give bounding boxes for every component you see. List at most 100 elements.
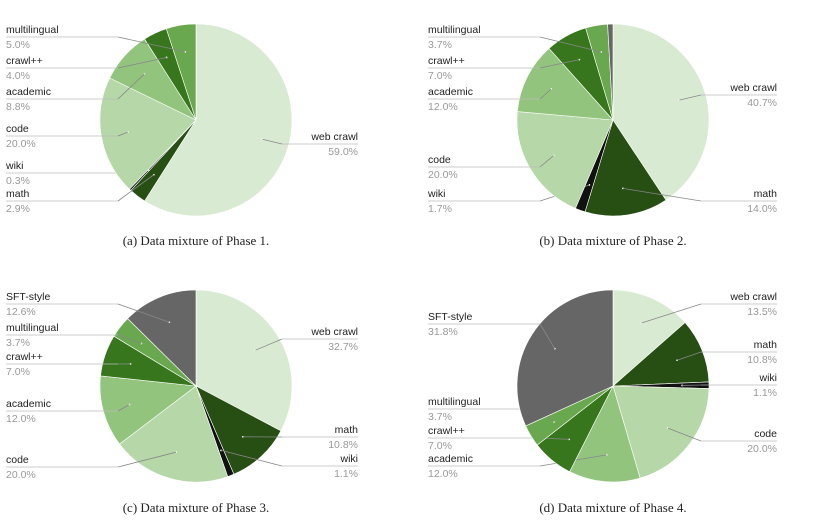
slice-value-web-crawl: 59.0% <box>328 146 358 158</box>
leader-line-code <box>117 451 177 468</box>
slice-label-code: code <box>754 428 777 440</box>
leader-line-code <box>539 155 554 168</box>
slice-label-sft-style: SFT-style <box>428 311 472 323</box>
leader-line-code <box>117 131 129 137</box>
slice-label-multilingual: multilingual <box>428 396 481 408</box>
slice-value-academic: 12.0% <box>6 413 36 425</box>
slice-label-crawl-plus-plus: crawl++ <box>428 55 465 67</box>
leader-line-multilingual <box>117 36 186 53</box>
leader-line-web-crawl <box>679 94 702 101</box>
slice-sft-style <box>127 289 197 387</box>
slice-label-code: code <box>6 454 29 466</box>
slice-value-wiki: 1.1% <box>334 468 358 480</box>
caption-phase-1: (a) Data mixture of Phase 1. <box>123 233 270 248</box>
slice-value-crawl-plus-plus: 4.0% <box>6 70 30 82</box>
slice-sft-style <box>516 289 614 427</box>
leader-line-web-crawl <box>262 138 283 145</box>
slice-label-multilingual: multilingual <box>428 24 481 36</box>
slice-value-code: 20.0% <box>428 169 458 181</box>
slice-label-wiki: wiki <box>427 188 446 200</box>
slice-value-academic: 12.0% <box>428 101 458 113</box>
slice-value-wiki: 0.3% <box>6 175 30 187</box>
slice-value-web-crawl: 32.7% <box>328 341 358 353</box>
slice-multilingual <box>165 23 197 121</box>
leader-line-multilingual <box>539 36 602 53</box>
slice-label-web-crawl: web crawl <box>310 326 358 338</box>
slice-marker-crawl-plus-plus <box>129 362 132 365</box>
leader-line-sft-style <box>117 303 170 323</box>
slice-label-academic: academic <box>6 398 51 410</box>
leader-line-academic <box>117 73 145 100</box>
leader-line-multilingual <box>117 334 142 344</box>
pie-chart-2: web crawl 40.7% math 14.0% wiki 1.7% code 20.0%… <box>427 23 778 248</box>
slice-value-crawl-plus-plus: 7.0% <box>428 70 452 82</box>
slice-label-multilingual: multilingual <box>6 24 59 36</box>
leader-line-sft-style <box>539 323 556 349</box>
caption-phase-4: (d) Data mixture of Phase 4. <box>539 500 686 515</box>
slice-value-multilingual: 3.7% <box>6 337 30 349</box>
slice-label-academic: academic <box>6 86 51 98</box>
slice-label-crawl-plus-plus: crawl++ <box>428 425 465 437</box>
caption-phase-2: (b) Data mixture of Phase 2. <box>539 233 686 248</box>
slice-code <box>516 111 614 209</box>
slice-web-crawl <box>195 289 293 432</box>
slice-label-wiki: wiki <box>759 372 778 384</box>
slice-value-multilingual: 5.0% <box>6 39 30 51</box>
slice-label-wiki: wiki <box>340 453 359 465</box>
pie-chart-1: web crawl 59.0% math 2.9% wiki 0.3% code 20.0% a… <box>5 23 358 248</box>
slice-label-web-crawl: web crawl <box>729 82 777 94</box>
leader-line-wiki <box>220 450 283 467</box>
slice-academic <box>517 47 614 121</box>
slice-academic <box>99 375 197 445</box>
slice-marker-wiki <box>681 384 684 387</box>
slice-sft-style <box>607 23 614 121</box>
slice-value-web-crawl: 13.5% <box>747 306 777 318</box>
slice-value-math: 2.9% <box>6 203 30 215</box>
slice-value-sft-style: 31.8% <box>428 326 458 338</box>
slice-value-multilingual: 3.7% <box>428 411 452 423</box>
leader-line-crawl-plus-plus <box>117 57 167 69</box>
pie-chart-4: web crawl 13.5% math 10.8% wiki 1.1% code 20.0%… <box>428 289 778 515</box>
slice-code <box>99 77 197 190</box>
slice-label-web-crawl: web crawl <box>729 291 777 303</box>
slice-value-math: 14.0% <box>747 203 777 215</box>
slice-label-math: math <box>335 424 359 436</box>
leader-line-academic <box>117 404 130 412</box>
slice-label-code: code <box>428 154 451 166</box>
caption-phase-3: (c) Data mixture of Phase 3. <box>123 500 270 515</box>
slice-value-academic: 8.8% <box>6 101 30 113</box>
leader-line-crawl-plus-plus <box>539 59 580 69</box>
slice-code <box>119 385 229 483</box>
slice-label-web-crawl: web crawl <box>310 131 358 143</box>
slice-value-code: 20.0% <box>747 443 777 455</box>
slice-label-wiki: wiki <box>5 160 24 172</box>
slice-label-academic: academic <box>428 86 473 98</box>
leader-line-web-crawl <box>255 338 283 351</box>
slice-label-crawl-plus-plus: crawl++ <box>6 55 43 67</box>
leader-line-code <box>667 427 702 442</box>
slice-value-crawl-plus-plus: 7.0% <box>6 366 30 378</box>
slice-web-crawl <box>612 289 686 387</box>
slice-label-sft-style: SFT-style <box>6 291 50 303</box>
leader-line-math <box>677 351 702 361</box>
slice-label-math: math <box>754 339 778 351</box>
leader-line-academic <box>539 88 552 100</box>
slice-web-crawl <box>144 23 293 217</box>
slice-label-multilingual: multilingual <box>6 322 59 334</box>
slice-label-math: math <box>6 188 30 200</box>
slice-value-math: 10.8% <box>747 354 777 366</box>
slice-code <box>612 385 710 479</box>
slice-label-code: code <box>6 123 29 135</box>
leader-line-math <box>117 174 155 202</box>
slice-label-academic: academic <box>428 453 473 465</box>
slice-value-math: 10.8% <box>328 439 358 451</box>
pie-chart-3: web crawl 32.7% math 10.8% wiki 1.1% code 20.0%… <box>6 289 359 515</box>
slice-value-wiki: 1.1% <box>753 387 777 399</box>
slice-label-math: math <box>754 188 778 200</box>
slice-value-sft-style: 12.6% <box>6 306 36 318</box>
leader-line-web-crawl <box>641 303 702 324</box>
slice-value-wiki: 1.7% <box>428 203 452 215</box>
slice-value-code: 20.0% <box>6 469 36 481</box>
slice-value-crawl-plus-plus: 7.0% <box>428 440 452 452</box>
